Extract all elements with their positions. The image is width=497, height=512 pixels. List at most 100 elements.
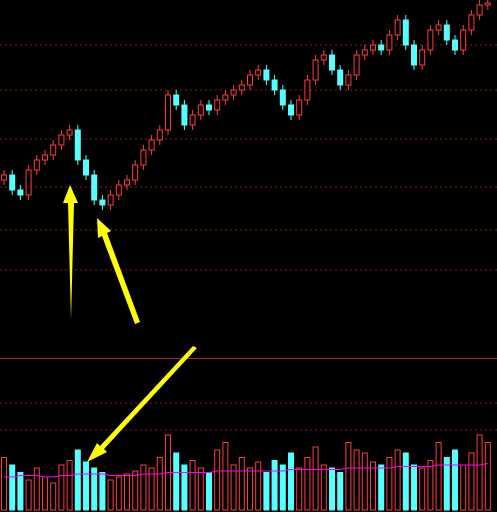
volume-bar bbox=[484, 442, 491, 511]
candle-body bbox=[206, 104, 212, 111]
candle-body bbox=[370, 44, 376, 51]
volume-bar bbox=[394, 449, 401, 511]
candle-body bbox=[320, 54, 327, 61]
volume-bar bbox=[320, 464, 327, 511]
candle-body bbox=[33, 159, 40, 171]
volume-bar bbox=[435, 442, 442, 511]
volume-bar bbox=[148, 467, 155, 511]
candle-body bbox=[83, 159, 89, 176]
candle-body bbox=[50, 144, 57, 156]
annotations bbox=[63, 185, 197, 462]
candle-body bbox=[115, 184, 122, 196]
volume-bar bbox=[378, 464, 385, 511]
candle-body bbox=[443, 24, 450, 41]
candle-body bbox=[247, 74, 253, 86]
volume-bar bbox=[99, 472, 106, 511]
candle-body bbox=[419, 49, 426, 66]
volume-bar bbox=[411, 464, 417, 511]
volume-bar bbox=[460, 464, 467, 511]
volume-bar bbox=[83, 461, 89, 511]
candle-body bbox=[353, 54, 360, 76]
candle-body bbox=[411, 44, 417, 66]
candle-body bbox=[197, 104, 204, 116]
candle-body bbox=[91, 174, 98, 201]
volume-bar bbox=[263, 472, 270, 511]
volume-bar bbox=[443, 457, 450, 511]
candle-body bbox=[17, 189, 24, 196]
volume-bar bbox=[370, 461, 376, 511]
candle-body bbox=[279, 89, 286, 106]
volume-bar bbox=[189, 460, 196, 511]
candle-body bbox=[337, 69, 344, 86]
candle-body bbox=[214, 99, 221, 111]
volume-bar bbox=[288, 452, 294, 511]
candle-body bbox=[255, 69, 262, 76]
volume-bar bbox=[296, 467, 303, 511]
candle-body bbox=[74, 129, 81, 161]
volume-bar bbox=[214, 449, 221, 511]
volume-bar bbox=[279, 464, 286, 511]
volume-bar bbox=[329, 467, 335, 511]
candle-body bbox=[312, 59, 319, 81]
candle-body bbox=[484, 2, 491, 6]
volume-bar bbox=[238, 457, 245, 511]
candle-body bbox=[165, 94, 171, 131]
candle-body bbox=[271, 79, 278, 91]
candle-body bbox=[435, 24, 442, 31]
candle-body bbox=[386, 34, 393, 51]
candle-body bbox=[296, 99, 303, 116]
volume-bar bbox=[312, 446, 319, 511]
candle-body bbox=[99, 199, 106, 206]
candle-body bbox=[148, 139, 155, 151]
candle-body bbox=[132, 164, 139, 181]
volume-bar bbox=[132, 470, 139, 511]
volume-bar bbox=[1, 457, 7, 511]
volume-bar bbox=[402, 452, 409, 511]
candle-body bbox=[452, 39, 458, 51]
candle-body bbox=[263, 69, 270, 81]
volume-bar bbox=[452, 449, 458, 511]
candle-body bbox=[329, 54, 335, 71]
candle-body bbox=[361, 49, 368, 56]
grid bbox=[0, 44, 497, 431]
volume-bar bbox=[140, 464, 147, 511]
volume-bar bbox=[91, 467, 98, 511]
candle-body bbox=[288, 104, 294, 116]
candle-body bbox=[66, 129, 73, 136]
volume-bar bbox=[337, 472, 344, 511]
candle-body bbox=[394, 19, 401, 36]
candle-body bbox=[230, 89, 237, 96]
candle-body bbox=[25, 169, 32, 196]
volume-bar bbox=[17, 472, 24, 511]
candle-body bbox=[304, 79, 311, 101]
volume-bar bbox=[386, 457, 393, 511]
volume-bar bbox=[66, 460, 73, 511]
candle-body bbox=[238, 84, 245, 91]
candle-body bbox=[181, 104, 188, 126]
volume-bar bbox=[419, 467, 426, 511]
volume-ma-line bbox=[4, 463, 488, 478]
volume-bar bbox=[181, 464, 188, 511]
volume-bar bbox=[222, 442, 229, 511]
volume-bar bbox=[58, 464, 65, 511]
volume-bar bbox=[353, 449, 360, 511]
volume-bar bbox=[361, 452, 368, 511]
volume-bar bbox=[255, 461, 262, 511]
volume-bar bbox=[42, 476, 48, 511]
volume-bar bbox=[197, 467, 204, 511]
arrow bbox=[63, 185, 78, 320]
candle-body bbox=[58, 134, 65, 146]
volume-bar bbox=[33, 467, 40, 511]
candle-body bbox=[9, 174, 16, 191]
candle-body bbox=[378, 44, 385, 51]
volume-bar bbox=[124, 473, 130, 511]
candle-body bbox=[460, 29, 467, 51]
volume-bar bbox=[115, 476, 122, 511]
volume-bar bbox=[304, 457, 311, 511]
candle-body bbox=[189, 114, 196, 126]
volume-bar bbox=[476, 434, 483, 511]
volume-bar bbox=[206, 472, 212, 511]
candle-body bbox=[140, 149, 147, 166]
